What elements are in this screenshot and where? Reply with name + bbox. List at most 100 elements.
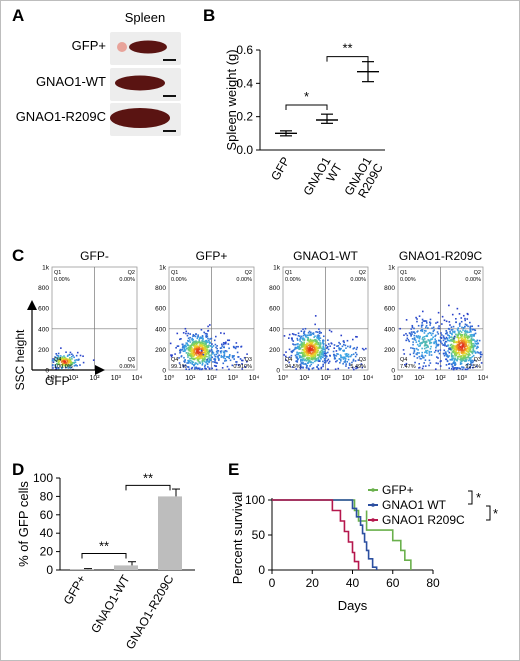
c-event-point: [72, 354, 74, 357]
c-event-point: [213, 361, 216, 364]
c-event-point: [413, 347, 416, 350]
c-event-point: [202, 353, 205, 356]
c-event-point: [305, 335, 307, 338]
c-event-point: [309, 334, 312, 337]
c-event-point: [477, 325, 480, 327]
c-event-point: [196, 349, 198, 352]
c-event-point: [413, 327, 415, 330]
c-event-point: [312, 367, 315, 369]
c-event-point: [303, 355, 305, 358]
c-event-point: [307, 351, 309, 353]
c-event-point: [469, 339, 472, 342]
c-event-point: [453, 335, 456, 338]
c-event-point: [69, 351, 72, 354]
c-event-point: [187, 348, 190, 351]
c-x-tick-label: 10²: [89, 375, 100, 382]
c-event-point: [303, 343, 306, 345]
c-event-point: [470, 345, 472, 348]
c-event-point: [234, 347, 237, 350]
b-y-tick-label: 0.6: [236, 43, 253, 57]
c-event-point: [354, 351, 357, 354]
c-event-point: [455, 367, 458, 370]
c-event-point: [458, 367, 461, 369]
c-event-point: [314, 340, 316, 342]
c-event-point: [220, 356, 223, 358]
c-event-point: [310, 340, 312, 342]
c-event-point: [288, 333, 291, 336]
c-event-point: [317, 338, 320, 341]
c-event-point: [228, 347, 230, 350]
c-event-point: [208, 339, 210, 342]
c-event-point: [465, 352, 468, 355]
c-event-point: [211, 353, 214, 355]
c-event-point: [429, 342, 431, 345]
c-event-point: [309, 345, 312, 347]
c-event-point: [339, 343, 341, 345]
c-event-point: [462, 357, 464, 360]
c-event-point: [464, 360, 466, 362]
c-q3-value: 92.5%: [465, 364, 481, 370]
c-event-point: [307, 344, 310, 347]
c-event-point: [213, 339, 216, 342]
c-event-point: [451, 355, 454, 357]
c-event-point: [317, 335, 319, 338]
c-q2-value: 0.00%: [236, 277, 252, 283]
c-q3-name: Q3: [474, 357, 481, 363]
c-event-point: [461, 368, 464, 371]
c-event-point: [416, 336, 418, 338]
c-event-point: [446, 332, 448, 335]
c-event-point: [407, 339, 410, 341]
c-event-point: [423, 347, 426, 350]
c-event-point: [195, 357, 198, 359]
c-event-point: [468, 349, 471, 352]
c-event-point: [472, 348, 474, 351]
c-event-point: [457, 329, 459, 332]
c-event-point: [304, 334, 307, 336]
c-event-point: [417, 349, 419, 351]
c-event-point: [444, 344, 446, 347]
c-event-point: [418, 362, 421, 365]
c-y-tick-label: 1k: [159, 265, 167, 272]
c-event-point: [191, 337, 194, 340]
c-event-point: [344, 357, 346, 359]
c-event-point: [226, 339, 229, 342]
c-event-point: [315, 343, 317, 345]
c-event-point: [221, 343, 223, 346]
c-event-point: [446, 331, 448, 334]
c-event-point: [416, 318, 418, 320]
c-event-point: [472, 345, 474, 347]
c-event-point: [295, 333, 297, 336]
c-event-point: [303, 359, 306, 362]
c-event-point: [236, 351, 239, 354]
c-event-point: [207, 337, 209, 340]
c-event-point: [223, 332, 225, 335]
c-event-point: [445, 320, 448, 323]
c-event-point: [312, 357, 315, 360]
c-event-point: [445, 353, 447, 355]
c-event-point: [203, 355, 206, 358]
c-event-point: [181, 348, 184, 351]
c-event-point: [184, 344, 187, 346]
c-event-point: [288, 361, 290, 364]
c-event-point: [456, 334, 459, 337]
c-event-point: [454, 352, 456, 355]
c-event-point: [336, 353, 338, 355]
c-event-point: [437, 357, 439, 359]
c-event-point: [434, 368, 437, 370]
c-event-point: [460, 331, 463, 333]
c-event-point: [354, 360, 357, 362]
c-event-point: [461, 366, 463, 368]
c-event-point: [437, 362, 439, 365]
c-event-point: [342, 356, 344, 359]
c-event-point: [430, 338, 432, 341]
c-event-point: [174, 353, 176, 355]
c-event-point: [425, 320, 428, 322]
c-event-point: [466, 336, 469, 338]
c-event-point: [451, 338, 453, 341]
c-event-point: [467, 354, 470, 356]
c-event-point: [317, 341, 319, 344]
c-event-point: [457, 367, 459, 369]
c-event-point: [192, 351, 195, 353]
c-event-point: [309, 348, 311, 350]
c-event-point: [235, 361, 237, 363]
